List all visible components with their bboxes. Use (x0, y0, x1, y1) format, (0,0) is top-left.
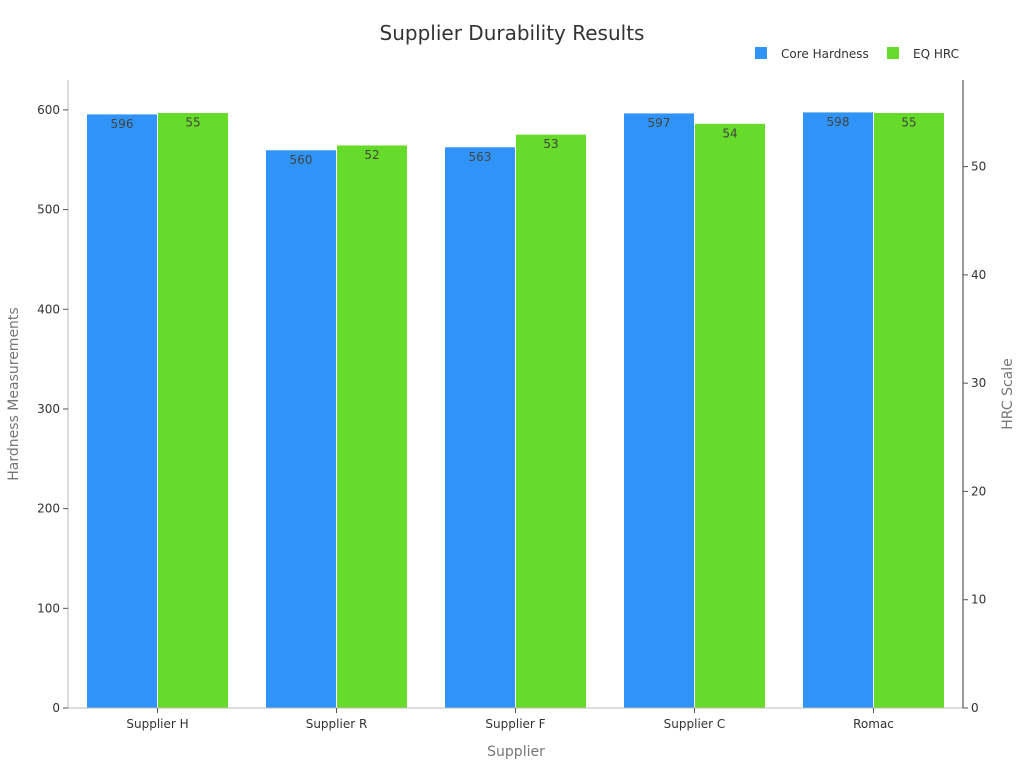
y2-tick-label: 40 (971, 268, 986, 282)
y2-tick-label: 0 (971, 701, 979, 715)
y2-tick-label: 20 (971, 484, 986, 498)
chart-title: Supplier Durability Results (380, 21, 645, 45)
y-tick-label: 0 (52, 701, 60, 715)
legend: Core Hardness EQ HRC (755, 47, 959, 61)
y-tick-label: 100 (37, 601, 60, 615)
data-label-core-hardness-3: 597 (648, 116, 671, 130)
data-label-core-hardness-0: 596 (111, 117, 134, 131)
left-y-ticks: 0 100 200 300 400 500 600 (37, 103, 68, 715)
legend-label-core-hardness: Core Hardness (781, 47, 869, 61)
data-label-core-hardness-4: 598 (827, 115, 850, 129)
bar-eq-hrc-1 (336, 144, 408, 709)
y-tick-label: 600 (37, 103, 60, 117)
bar-core-hardness-1 (265, 149, 337, 709)
data-label-eq-hrc-4: 55 (901, 115, 916, 129)
x-axis-title: Supplier (487, 744, 545, 760)
data-label-eq-hrc-0: 55 (185, 115, 200, 129)
bar-core-hardness-0 (86, 113, 158, 709)
legend-label-eq-hrc: EQ HRC (913, 47, 959, 61)
bar-eq-hrc-2 (515, 133, 587, 709)
x-ticks: Supplier H Supplier R Supplier F Supplier C… (126, 708, 894, 731)
legend-swatch-core-hardness (755, 47, 767, 59)
legend-swatch-eq-hrc (887, 47, 899, 59)
bar-eq-hrc-0 (157, 111, 229, 709)
bar-eq-hrc-3 (694, 122, 766, 709)
data-label-core-hardness-2: 563 (469, 150, 492, 164)
y-tick-label: 500 (37, 203, 60, 217)
x-tick-label: Supplier F (485, 717, 545, 731)
bar-core-hardness-2 (444, 146, 516, 709)
x-tick-label: Supplier C (664, 717, 726, 731)
bar-core-hardness-3 (623, 112, 695, 709)
bar-core-hardness-4 (802, 111, 874, 709)
y2-tick-label: 30 (971, 376, 986, 390)
x-tick-label: Supplier R (306, 717, 368, 731)
y-tick-label: 300 (37, 402, 60, 416)
data-label-core-hardness-1: 560 (290, 153, 313, 167)
right-y-ticks: 0 10 20 30 40 50 (963, 160, 986, 715)
x-tick-label: Supplier H (126, 717, 188, 731)
bars-group (86, 111, 945, 709)
x-tick-label: Romac (853, 717, 894, 731)
y-axis-title: Hardness Measurements (6, 307, 22, 480)
bar-eq-hrc-4 (873, 111, 945, 709)
data-label-eq-hrc-1: 52 (364, 148, 379, 162)
data-label-eq-hrc-3: 54 (722, 126, 737, 140)
data-labels-group: 596 55 560 52 563 53 597 54 598 55 (111, 115, 917, 167)
y2-tick-label: 50 (971, 160, 986, 174)
y-tick-label: 200 (37, 502, 60, 516)
y2-axis-title: HRC Scale (1000, 358, 1016, 429)
data-label-eq-hrc-2: 53 (543, 137, 558, 151)
y2-tick-label: 10 (971, 593, 986, 607)
y-tick-label: 400 (37, 302, 60, 316)
